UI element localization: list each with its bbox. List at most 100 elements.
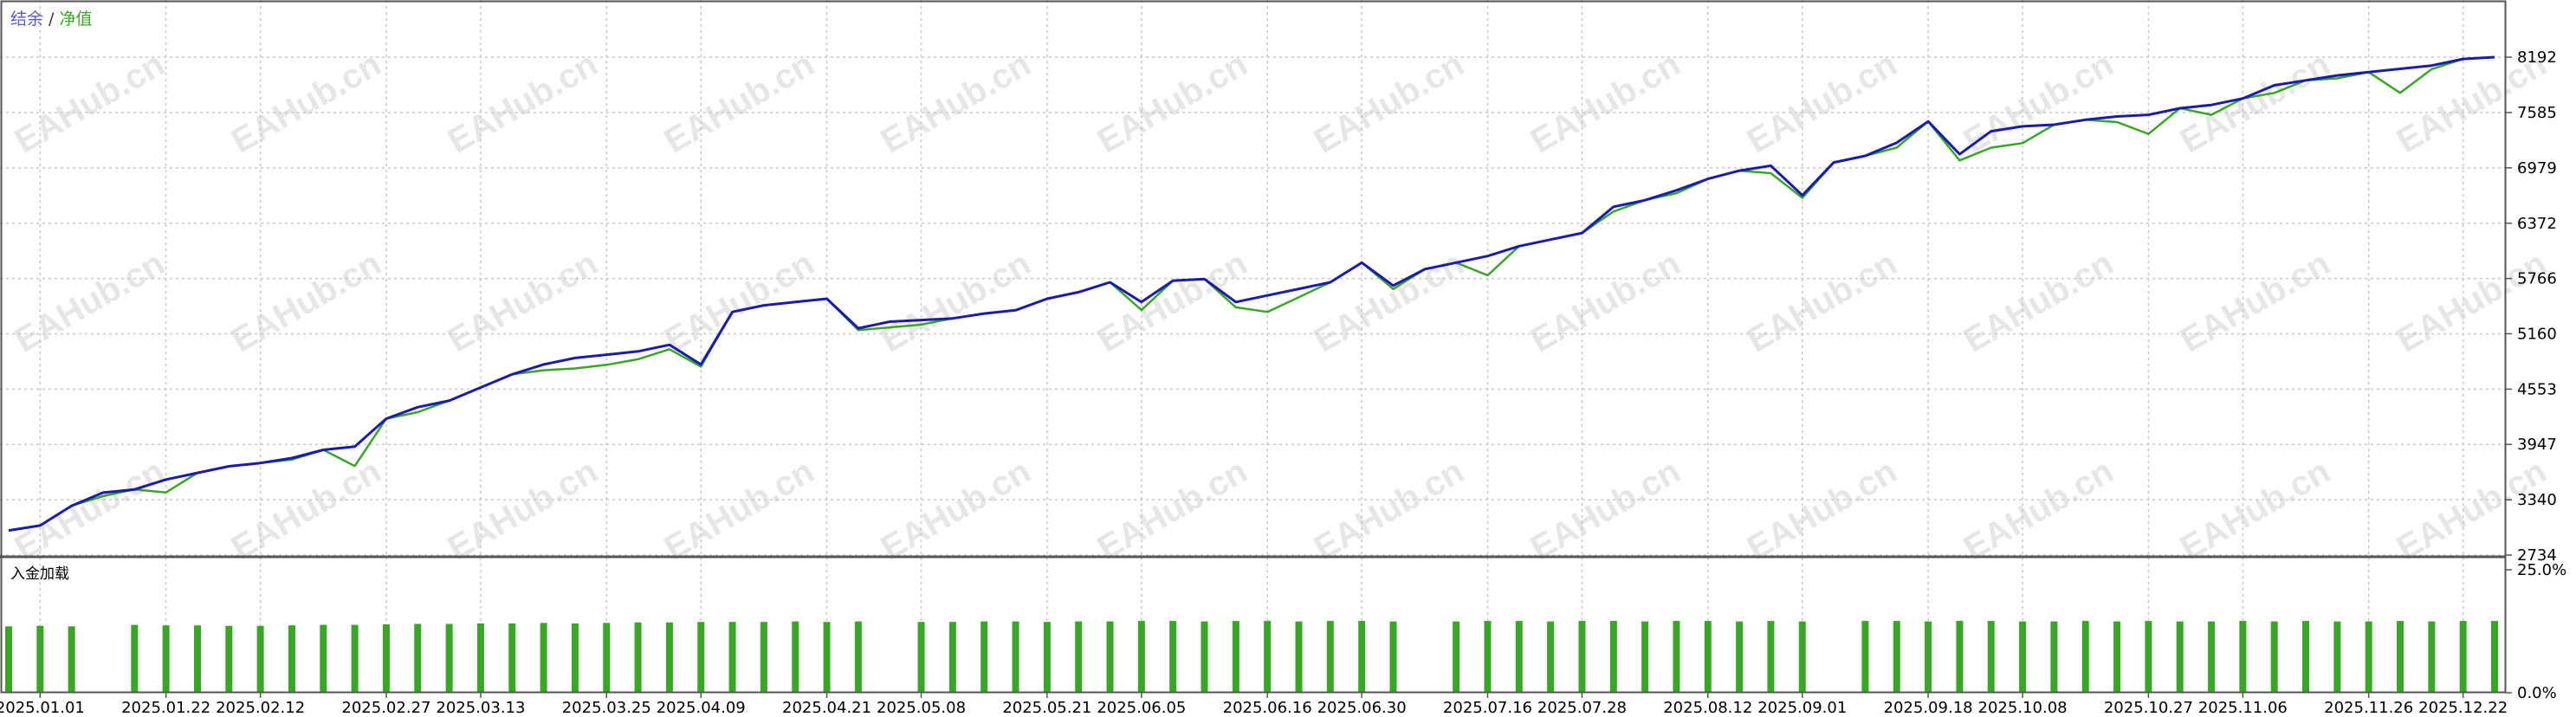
bar	[162, 625, 170, 693]
bar	[2050, 621, 2058, 693]
bar	[571, 623, 579, 693]
legend-entry: 结余	[10, 10, 43, 29]
x-tick-label: 2025.04.21	[782, 699, 871, 717]
bar	[1295, 621, 1303, 693]
x-tick-label: 2025.06.05	[1097, 699, 1186, 717]
bar	[1012, 621, 1019, 693]
x-tick-label: 2025.03.13	[436, 699, 525, 717]
bar	[854, 621, 862, 693]
bar	[2081, 621, 2089, 693]
legend-entry: 净值	[60, 10, 93, 29]
bar	[2333, 621, 2341, 693]
bar	[1641, 621, 1649, 693]
y-tick-label: 6979	[2517, 159, 2557, 178]
bar	[1201, 621, 1208, 693]
bar	[68, 626, 75, 693]
bar	[2145, 621, 2152, 693]
x-tick-label: 2025.10.08	[1978, 699, 2068, 717]
bar	[2113, 621, 2121, 693]
x-tick-label: 2025.09.18	[1884, 699, 1973, 717]
bar	[225, 625, 233, 693]
bar	[1861, 621, 1869, 693]
bar	[1578, 621, 1586, 693]
bar	[1358, 621, 1366, 693]
x-tick-label: 2025.11.06	[2198, 699, 2288, 717]
bar	[792, 621, 799, 693]
bar	[1075, 621, 1083, 693]
bar	[2459, 621, 2467, 693]
bar	[288, 625, 295, 693]
bar	[508, 623, 516, 693]
bar	[1547, 621, 1555, 693]
bar	[1736, 621, 1744, 693]
panel-title: 入金加载	[10, 565, 69, 583]
x-tick-label: 2025.09.01	[1757, 699, 1847, 717]
bar	[1484, 621, 1492, 693]
bar	[382, 624, 390, 693]
legend: 结余 / 净值	[10, 10, 93, 29]
bar	[1137, 621, 1145, 693]
y-tick-label: 0.0%	[2517, 684, 2557, 702]
frame	[0, 0, 2507, 694]
bar	[823, 622, 831, 693]
x-tick-label: 2025.03.25	[562, 699, 651, 717]
bar	[320, 624, 327, 693]
bar	[1515, 621, 1523, 693]
labels: 2734 3340 3947 4553 5160 5766 6372 6979 7585 8192…	[0, 10, 2566, 717]
bar	[917, 622, 925, 693]
y-tick-label: 7585	[2517, 104, 2557, 122]
bar	[1232, 621, 1239, 693]
bar	[1893, 621, 1900, 693]
marks	[5, 55, 2498, 693]
bar	[1704, 621, 1712, 693]
bar	[1673, 621, 1680, 693]
legend-separator: /	[43, 10, 59, 29]
x-tick-label: 2025.05.08	[877, 699, 966, 717]
x-tick-label: 2025.02.27	[341, 699, 430, 717]
bar	[5, 626, 12, 693]
bar	[981, 621, 988, 693]
bar	[2239, 621, 2247, 693]
bar	[1453, 621, 1460, 693]
x-tick-label: 2025.08.12	[1663, 699, 1752, 717]
bar	[36, 625, 44, 693]
bar	[697, 622, 705, 693]
grid	[0, 0, 2505, 693]
bar	[2270, 621, 2278, 693]
bar	[1987, 621, 1995, 693]
bar	[2019, 621, 2027, 693]
x-tick-label: 2025.07.16	[1443, 699, 1532, 717]
y-tick-label: 3947	[2517, 436, 2557, 454]
y-tick-label: 5160	[2517, 325, 2557, 343]
bar	[665, 622, 673, 693]
bar	[1956, 621, 1964, 693]
bar	[131, 624, 139, 693]
bar	[1925, 621, 1932, 693]
x-tick-label: 2025.10.27	[2104, 699, 2193, 717]
bar	[476, 623, 484, 693]
y-tick-label: 25.0%	[2517, 561, 2566, 579]
bar	[728, 622, 736, 693]
bar	[2176, 621, 2184, 693]
x-tick-label: 2025.12.22	[2418, 699, 2508, 717]
bar	[1609, 621, 1617, 693]
y-tick-label: 5766	[2517, 270, 2557, 288]
bar	[256, 625, 264, 693]
x-tick-label: 2025.04.09	[657, 699, 746, 717]
y-tick-label: 8192	[2517, 48, 2557, 67]
x-tick-label: 2025.07.28	[1537, 699, 1627, 717]
bar	[2397, 621, 2404, 693]
bar	[1767, 621, 1775, 693]
bar	[1326, 621, 1334, 693]
bar	[603, 623, 611, 693]
bar	[1169, 621, 1177, 693]
x-tick-label: 2025.01.01	[0, 699, 85, 717]
x-tick-label: 2025.05.21	[1002, 699, 1091, 717]
bar	[634, 622, 642, 693]
series-line	[8, 55, 2495, 533]
bar	[1106, 621, 1114, 693]
bar	[540, 623, 547, 693]
bar	[2491, 621, 2498, 693]
